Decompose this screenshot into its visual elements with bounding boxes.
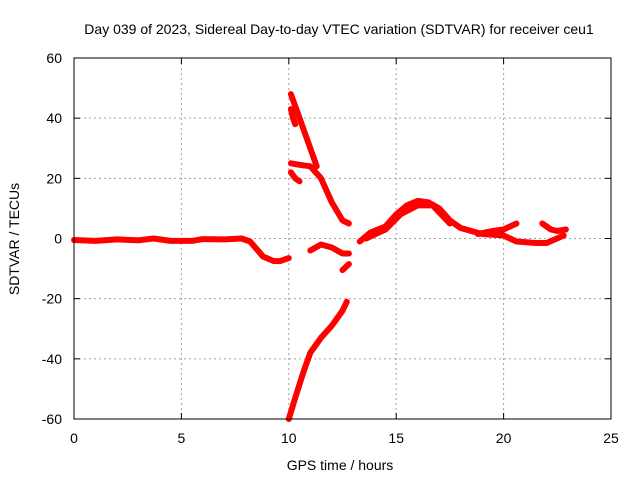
series-track-5	[287, 160, 352, 227]
y-tick-label: 40	[46, 110, 62, 126]
series-track-3	[287, 106, 299, 128]
y-tick-label: -60	[42, 411, 62, 427]
x-axis-label: GPS time / hours	[287, 457, 394, 473]
axis-ticks: 0 5 10 15 20 25 -60 -40 -20 0 20 40 60	[42, 50, 619, 446]
chart-title: Day 039 of 2023, Sidereal Day-to-day VTE…	[84, 21, 594, 37]
series-track-2	[287, 91, 320, 170]
y-tick-label: -20	[42, 291, 62, 307]
y-tick-label: -40	[42, 351, 62, 367]
series-track-1	[71, 235, 292, 265]
series-track-8	[285, 298, 350, 422]
x-tick-label: 15	[388, 430, 404, 446]
x-tick-label: 25	[603, 430, 619, 446]
y-axis-label: SDTVAR / TECUs	[6, 183, 22, 295]
data-series	[71, 91, 569, 422]
series-track-12	[539, 220, 569, 234]
x-tick-label: 0	[70, 430, 78, 446]
series-track-6	[307, 241, 352, 257]
x-tick-label: 20	[496, 430, 512, 446]
series-track-10	[363, 202, 453, 242]
series-track-4	[287, 169, 303, 185]
y-tick-label: 60	[46, 50, 62, 66]
series-track-11	[474, 220, 520, 237]
series-track-7	[339, 261, 352, 274]
x-tick-label: 10	[281, 430, 297, 446]
plot-frame	[73, 57, 612, 420]
y-tick-label: 20	[46, 170, 62, 186]
x-tick-label: 5	[178, 430, 186, 446]
y-tick-label: 0	[54, 231, 62, 247]
